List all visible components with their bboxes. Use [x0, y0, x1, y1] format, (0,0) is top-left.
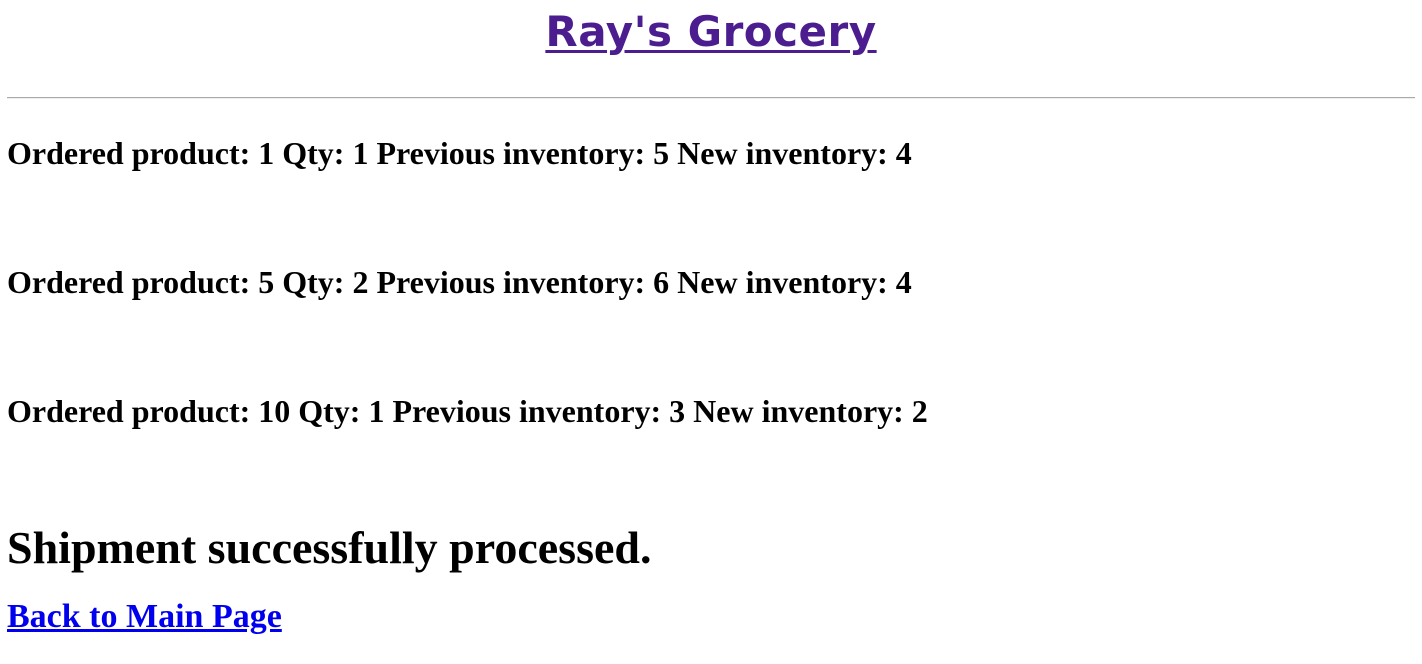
- header: Ray's Grocery: [7, 0, 1415, 62]
- order-line: Ordered product: 1 Qty: 1 Previous inven…: [7, 135, 912, 171]
- shipment-status-message: Shipment successfully processed.: [7, 522, 652, 573]
- order-line: Ordered product: 5 Qty: 2 Previous inven…: [7, 264, 912, 300]
- back-to-main-page-link[interactable]: Back to Main Page: [7, 598, 282, 635]
- header-divider: [7, 97, 1415, 99]
- order-line: Ordered product: 10 Qty: 1 Previous inve…: [7, 393, 928, 429]
- site-title-link[interactable]: Ray's Grocery: [545, 7, 877, 56]
